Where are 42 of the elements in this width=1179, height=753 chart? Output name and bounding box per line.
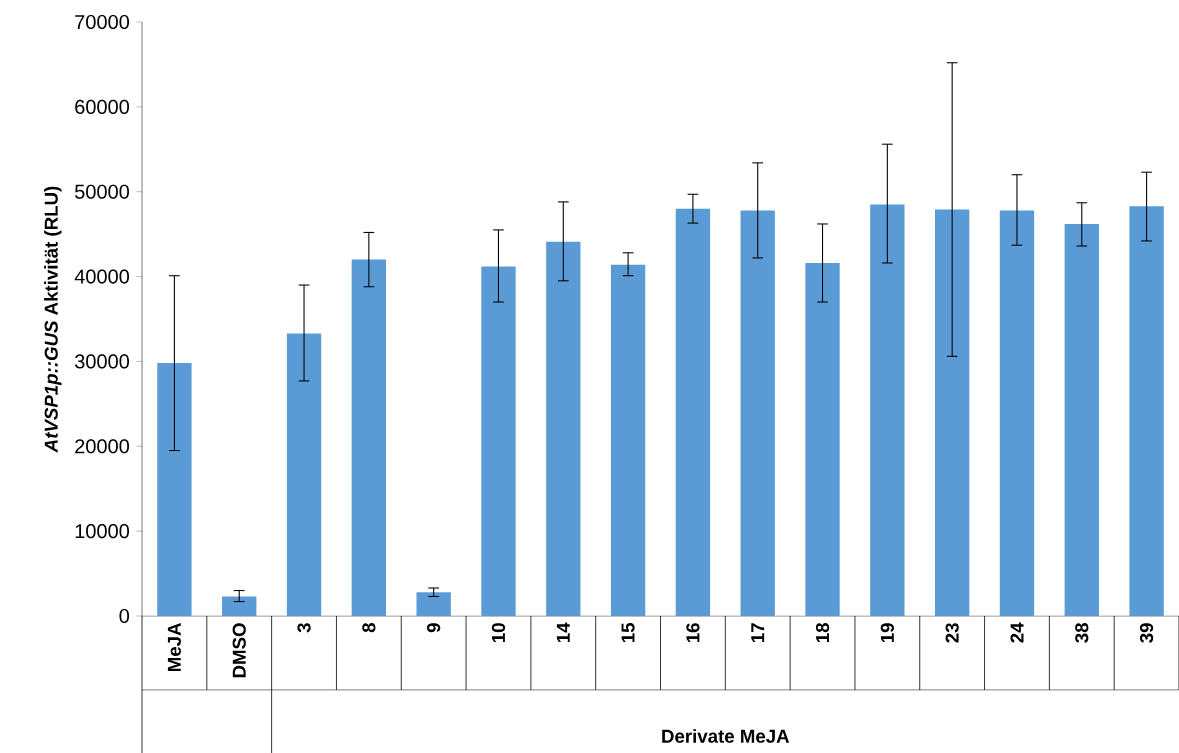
x-tick-label: 23 <box>945 623 959 643</box>
text: Derivate MeJA <box>662 729 790 743</box>
x-tick-label: 16 <box>686 623 700 643</box>
bar <box>999 210 1035 616</box>
bar <box>1064 223 1099 616</box>
x-tick-label: 19 <box>880 623 894 643</box>
x-tick-label: 15 <box>621 622 635 643</box>
bar <box>222 596 257 616</box>
x-tick-label: 17 <box>751 623 765 643</box>
x-tick-label: 9 <box>427 623 441 633</box>
y-tick-label: 50000 <box>75 184 130 199</box>
x-tick-label: MeJA <box>167 622 181 672</box>
x-tick-label: 10 <box>491 623 506 643</box>
x-tick-label: 38 <box>1075 623 1089 643</box>
x-tick-label: DMSO <box>232 623 246 678</box>
bar <box>1129 206 1164 616</box>
bar <box>870 204 905 616</box>
x-tick-label: 14 <box>556 622 570 643</box>
y-tick-label: 0 <box>119 608 130 624</box>
bar <box>610 264 646 616</box>
y-tick-label: 40000 <box>74 269 130 284</box>
y-tick-label: 70000 <box>75 14 130 30</box>
x-tick-label: 8 <box>362 623 376 633</box>
x-tick-label: 24 <box>1010 622 1024 643</box>
bar <box>157 363 192 616</box>
y-tick-label: 10000 <box>75 524 130 539</box>
x-tick-label: 3 <box>297 623 311 633</box>
bar <box>934 209 970 616</box>
y-axis-title: AtVSP1p::GUS Aktivität (RLU) <box>44 186 62 453</box>
bar <box>351 259 387 616</box>
bar <box>546 241 581 616</box>
y-tick-label: 60000 <box>75 99 130 114</box>
bar <box>805 262 840 616</box>
bar <box>286 333 322 616</box>
y-tick-label: 20000 <box>75 439 130 454</box>
bar <box>481 266 516 616</box>
x-tick-label: 39 <box>1139 623 1154 643</box>
x-tick-label: 18 <box>815 623 830 643</box>
bar <box>740 210 775 616</box>
bar <box>675 208 711 616</box>
bar <box>416 592 451 616</box>
y-tick-label: 30000 <box>74 354 130 369</box>
